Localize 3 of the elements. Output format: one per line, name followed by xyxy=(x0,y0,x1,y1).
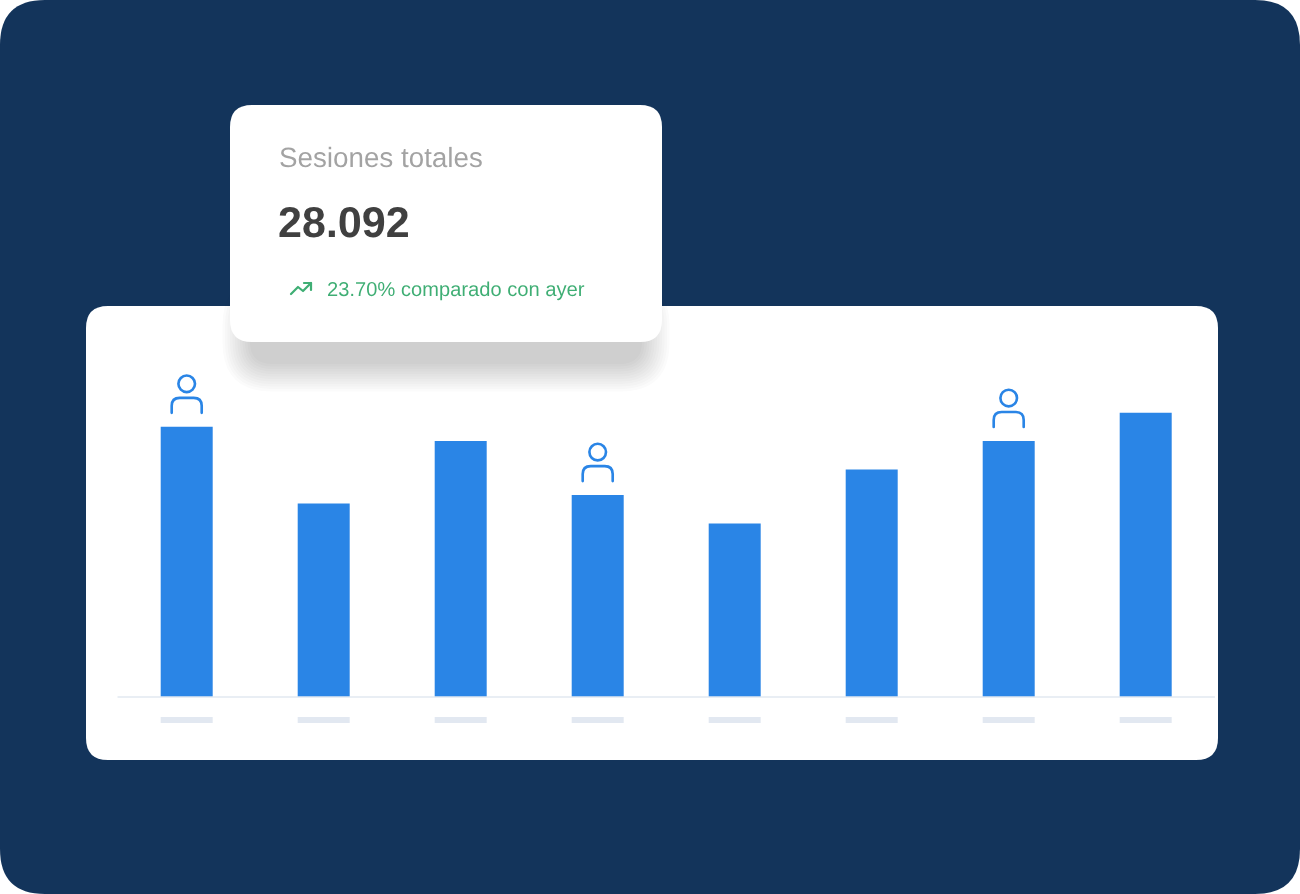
text: 28.092 xyxy=(279,206,408,238)
chart-title: Sesiones totales xyxy=(280,146,482,168)
text: 23.70% comparado con ayer xyxy=(328,281,585,301)
